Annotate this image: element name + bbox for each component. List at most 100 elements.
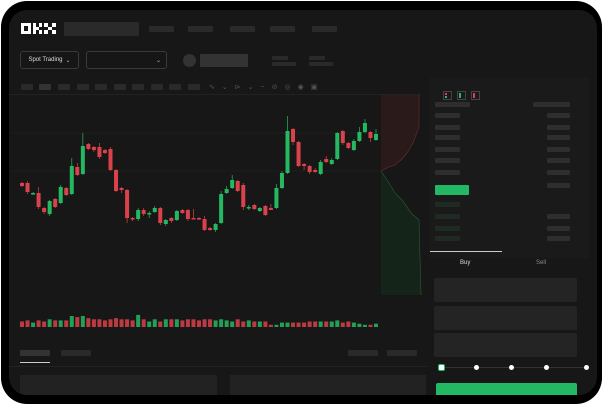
- volume-bar: [224, 320, 229, 327]
- camera-icon[interactable]: ◎: [284, 84, 298, 91]
- volume-bar: [47, 319, 52, 327]
- volume-bar: [197, 320, 201, 327]
- nav-item[interactable]: [230, 26, 255, 32]
- ask-price: [435, 113, 460, 118]
- candle-body: [180, 210, 185, 213]
- draw-line-icon[interactable]: ⊳: [234, 84, 248, 91]
- amount-input[interactable]: [434, 306, 577, 330]
- timeframe-button[interactable]: [132, 84, 144, 90]
- chevron-down-icon[interactable]: ⌄: [221, 84, 235, 91]
- candle-body: [362, 123, 367, 132]
- candle-body: [197, 218, 201, 220]
- candle-body: [86, 144, 91, 149]
- volume-bar: [241, 321, 246, 327]
- candle-body: [158, 208, 163, 223]
- volume-bar: [180, 320, 185, 327]
- market-type-label: Spot Trading: [28, 57, 63, 63]
- candle-body: [374, 134, 378, 140]
- order-book-header: [435, 102, 470, 107]
- timeframe-button[interactable]: [21, 84, 33, 90]
- slider-step[interactable]: [584, 365, 589, 370]
- candle-body: [80, 146, 85, 174]
- order-book-header: [533, 102, 570, 107]
- indicator-icon[interactable]: ∿: [209, 84, 222, 91]
- candle-body: [42, 208, 47, 212]
- volume-bar: [69, 316, 74, 327]
- candle-body: [185, 210, 190, 219]
- candle-body: [130, 218, 135, 220]
- buy-tab[interactable]: Buy: [460, 260, 471, 266]
- volume-bar: [279, 322, 284, 327]
- search-bar[interactable]: [64, 22, 139, 36]
- candle-body: [252, 205, 257, 209]
- candle-body: [279, 173, 284, 188]
- stat-label: [272, 56, 288, 60]
- volume-bar: [257, 321, 262, 327]
- filter-button[interactable]: [348, 350, 378, 356]
- candle-body: [191, 218, 196, 220]
- volume-bar: [185, 319, 190, 327]
- volume-bar: [340, 322, 345, 327]
- nav-item[interactable]: [149, 26, 174, 32]
- timeframe-button[interactable]: [151, 84, 163, 90]
- volume-bar: [25, 320, 30, 327]
- slider-handle[interactable]: [438, 364, 445, 371]
- slider-step[interactable]: [474, 365, 479, 370]
- nav-item[interactable]: [270, 26, 295, 32]
- nav-item[interactable]: [312, 26, 337, 32]
- settings-icon[interactable]: ◉: [297, 84, 311, 91]
- volume-bar: [302, 322, 307, 327]
- candle-body: [274, 188, 279, 208]
- stat-label: [309, 56, 325, 60]
- volume-bar: [174, 319, 179, 327]
- ruler-icon[interactable]: ⊘: [271, 84, 285, 91]
- volume-bar: [313, 321, 318, 327]
- tab-order-history[interactable]: [61, 350, 91, 356]
- volume-bar: [130, 320, 135, 327]
- order-book-view-toggles[interactable]: [443, 91, 483, 100]
- candle-body: [235, 181, 240, 191]
- orders-card: [230, 375, 426, 395]
- candle-body: [108, 149, 113, 170]
- timeframe-button[interactable]: [58, 84, 70, 90]
- filter-button[interactable]: [387, 350, 417, 356]
- candle-body: [241, 185, 246, 207]
- price-input[interactable]: [434, 278, 577, 302]
- market-type-dropdown[interactable]: Spot Trading ⌄: [20, 51, 79, 69]
- buy-button[interactable]: [436, 383, 577, 395]
- fullscreen-icon[interactable]: ▣: [310, 84, 325, 91]
- pair-dropdown[interactable]: ⌄: [86, 51, 167, 69]
- ask-size: [547, 158, 570, 163]
- timeframe-button[interactable]: [39, 84, 51, 90]
- chart-tools: ∿⌄⊳⌄~⊘◎◉▣: [209, 83, 324, 91]
- candle-body: [147, 213, 152, 215]
- timeframe-button[interactable]: [77, 84, 89, 90]
- price-display: [200, 54, 248, 67]
- volume-bar: [141, 319, 146, 327]
- chevron-down-icon[interactable]: ⌄: [247, 84, 261, 91]
- candle-body: [31, 193, 36, 195]
- timeframe-button[interactable]: [169, 84, 181, 90]
- volume-bar: [53, 320, 58, 327]
- slider-step[interactable]: [509, 365, 514, 370]
- ask-price: [435, 147, 460, 152]
- candlestick-chart[interactable]: [9, 95, 384, 335]
- candle-body: [152, 208, 157, 212]
- timeframe-button[interactable]: [188, 84, 200, 90]
- volume-bar: [235, 319, 240, 327]
- volume-bar: [42, 321, 47, 327]
- slider-step[interactable]: [544, 365, 549, 370]
- wave-icon[interactable]: ~: [260, 84, 272, 91]
- volume-bar: [119, 319, 124, 327]
- timeframe-button[interactable]: [95, 84, 107, 90]
- chevron-down-icon: ⌄: [155, 57, 161, 64]
- timeframe-button[interactable]: [114, 84, 126, 90]
- sell-tab[interactable]: Sell: [536, 260, 547, 266]
- nav-item[interactable]: [188, 26, 213, 32]
- volume-bar: [274, 324, 279, 327]
- tab-open-orders[interactable]: [20, 350, 50, 356]
- candle-body: [213, 224, 218, 230]
- total-input[interactable]: [434, 333, 577, 357]
- percent-slider[interactable]: [438, 364, 589, 371]
- volume-bar: [31, 322, 36, 327]
